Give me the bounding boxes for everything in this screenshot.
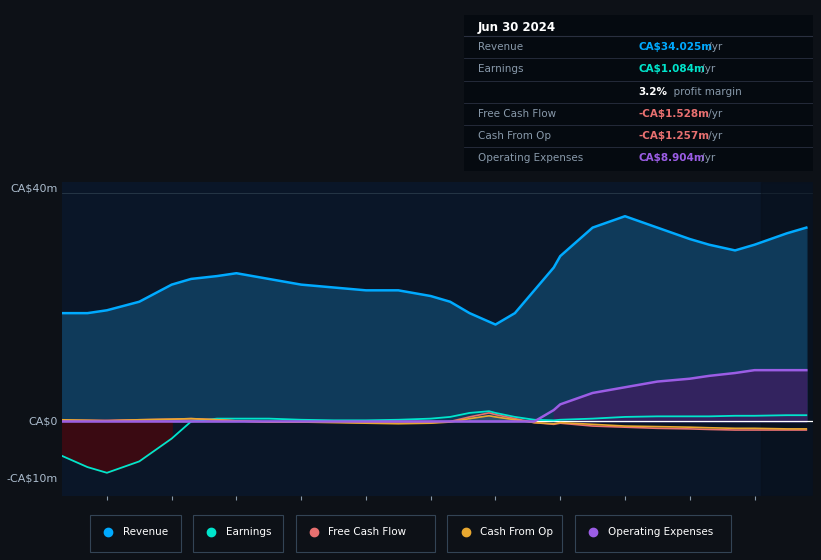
Text: CA$1.084m: CA$1.084m [639,64,705,74]
Text: CA$34.025m: CA$34.025m [639,42,713,52]
Text: Cash From Op: Cash From Op [480,527,553,537]
Text: /yr: /yr [704,42,722,52]
Text: profit margin: profit margin [667,87,741,96]
Text: Free Cash Flow: Free Cash Flow [478,109,556,119]
Bar [761,182,813,496]
Text: -CA$1.257m: -CA$1.257m [639,131,709,141]
Text: CA$8.904m: CA$8.904m [639,153,705,163]
Text: -CA$10m: -CA$10m [7,474,57,483]
Text: Revenue: Revenue [478,42,523,52]
Text: /yr: /yr [699,64,716,74]
FancyBboxPatch shape [193,515,283,552]
FancyBboxPatch shape [296,515,435,552]
Text: Revenue: Revenue [123,527,168,537]
Text: CA$40m: CA$40m [11,184,57,193]
FancyBboxPatch shape [447,515,562,552]
Text: Operating Expenses: Operating Expenses [608,527,713,537]
FancyBboxPatch shape [575,515,731,552]
Text: CA$0: CA$0 [29,417,57,427]
Text: -CA$1.528m: -CA$1.528m [639,109,709,119]
Text: 3.2%: 3.2% [639,87,667,96]
Text: Operating Expenses: Operating Expenses [478,153,583,163]
Text: Free Cash Flow: Free Cash Flow [328,527,406,537]
Text: /yr: /yr [704,131,722,141]
Text: /yr: /yr [699,153,716,163]
Text: /yr: /yr [704,109,722,119]
FancyBboxPatch shape [90,515,181,552]
Text: Earnings: Earnings [478,64,523,74]
Text: Jun 30 2024: Jun 30 2024 [478,21,556,34]
Text: Cash From Op: Cash From Op [478,131,551,141]
Text: Earnings: Earnings [226,527,271,537]
